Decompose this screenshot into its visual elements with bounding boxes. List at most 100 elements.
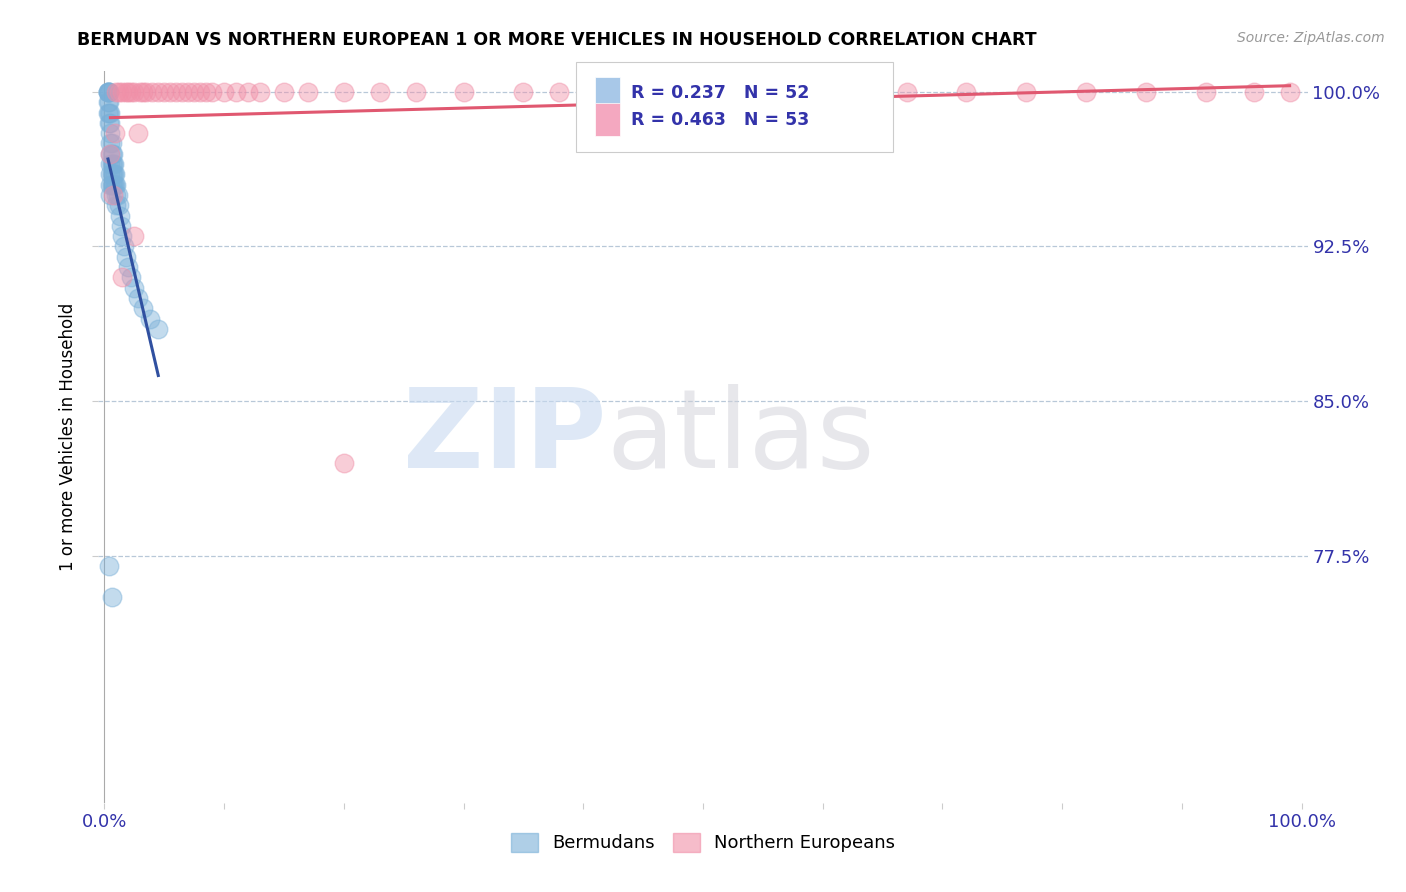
Point: [129, 85, 152, 99]
Point: [368, 85, 391, 99]
Point: [124, 229, 146, 244]
Point: [100, 157, 122, 171]
Point: [655, 85, 678, 99]
Point: [111, 270, 134, 285]
Point: [100, 167, 122, 181]
Point: [101, 157, 124, 171]
Point: [1074, 85, 1097, 99]
Point: [212, 85, 235, 99]
Point: [165, 85, 187, 99]
Point: [1243, 85, 1265, 99]
Point: [104, 178, 127, 192]
Text: R = 0.463   N = 53: R = 0.463 N = 53: [631, 111, 810, 128]
Text: BERMUDAN VS NORTHERN EUROPEAN 1 OR MORE VEHICLES IN HOUSEHOLD CORRELATION CHART: BERMUDAN VS NORTHERN EUROPEAN 1 OR MORE …: [77, 31, 1038, 49]
Point: [103, 157, 125, 171]
Point: [100, 116, 122, 130]
Text: R = 0.237   N = 52: R = 0.237 N = 52: [631, 84, 810, 102]
Point: [107, 198, 129, 212]
Point: [148, 322, 170, 336]
Point: [225, 85, 247, 99]
Point: [103, 167, 125, 181]
Point: [333, 85, 356, 99]
Point: [115, 85, 138, 99]
Point: [97, 85, 120, 99]
Point: [1015, 85, 1038, 99]
Point: [100, 146, 122, 161]
Point: [100, 178, 122, 192]
Point: [127, 126, 149, 140]
Point: [195, 85, 218, 99]
Text: Source: ZipAtlas.com: Source: ZipAtlas.com: [1237, 31, 1385, 45]
Point: [98, 85, 121, 99]
Point: [98, 105, 121, 120]
Point: [98, 558, 121, 573]
Legend: Bermudans, Northern Europeans: Bermudans, Northern Europeans: [503, 826, 903, 860]
Point: [101, 188, 124, 202]
Point: [124, 281, 146, 295]
Point: [112, 239, 135, 253]
Point: [117, 85, 139, 99]
Point: [101, 167, 124, 181]
Point: [132, 85, 155, 99]
Point: [236, 85, 259, 99]
Point: [100, 126, 122, 140]
Point: [97, 95, 120, 110]
Point: [97, 85, 120, 99]
Point: [104, 167, 127, 181]
Point: [1195, 85, 1218, 99]
Point: [117, 260, 139, 274]
Point: [100, 136, 122, 151]
Point: [111, 229, 134, 244]
Point: [716, 85, 738, 99]
Point: [105, 85, 128, 99]
Point: [135, 85, 157, 99]
Point: [297, 85, 319, 99]
Point: [101, 178, 124, 192]
Point: [124, 85, 146, 99]
Point: [97, 85, 120, 99]
Point: [100, 188, 122, 202]
Point: [183, 85, 205, 99]
Point: [105, 198, 128, 212]
Point: [453, 85, 475, 99]
Point: [107, 188, 129, 202]
Point: [333, 456, 356, 470]
Point: [100, 178, 122, 192]
Point: [273, 85, 295, 99]
Point: [100, 590, 122, 604]
Point: [115, 250, 138, 264]
Point: [100, 136, 122, 151]
Point: [1135, 85, 1157, 99]
Point: [111, 85, 134, 99]
Point: [1278, 85, 1301, 99]
Point: [177, 85, 200, 99]
Point: [100, 146, 122, 161]
Point: [108, 209, 131, 223]
Point: [107, 85, 129, 99]
Point: [405, 85, 427, 99]
Y-axis label: 1 or more Vehicles in Household: 1 or more Vehicles in Household: [59, 303, 77, 571]
Point: [201, 85, 224, 99]
Point: [896, 85, 918, 99]
Point: [120, 270, 142, 285]
Point: [139, 311, 162, 326]
Point: [955, 85, 977, 99]
Point: [98, 85, 121, 99]
Point: [172, 85, 194, 99]
Text: ZIP: ZIP: [404, 384, 606, 491]
Point: [120, 85, 142, 99]
Point: [249, 85, 271, 99]
Point: [105, 178, 128, 192]
Point: [512, 85, 534, 99]
Point: [100, 167, 122, 181]
Point: [776, 85, 799, 99]
Point: [132, 301, 155, 316]
Point: [188, 85, 211, 99]
Point: [103, 178, 125, 192]
Point: [141, 85, 163, 99]
Point: [100, 105, 122, 120]
Point: [127, 291, 149, 305]
Point: [159, 85, 181, 99]
Point: [100, 157, 122, 171]
Point: [548, 85, 571, 99]
